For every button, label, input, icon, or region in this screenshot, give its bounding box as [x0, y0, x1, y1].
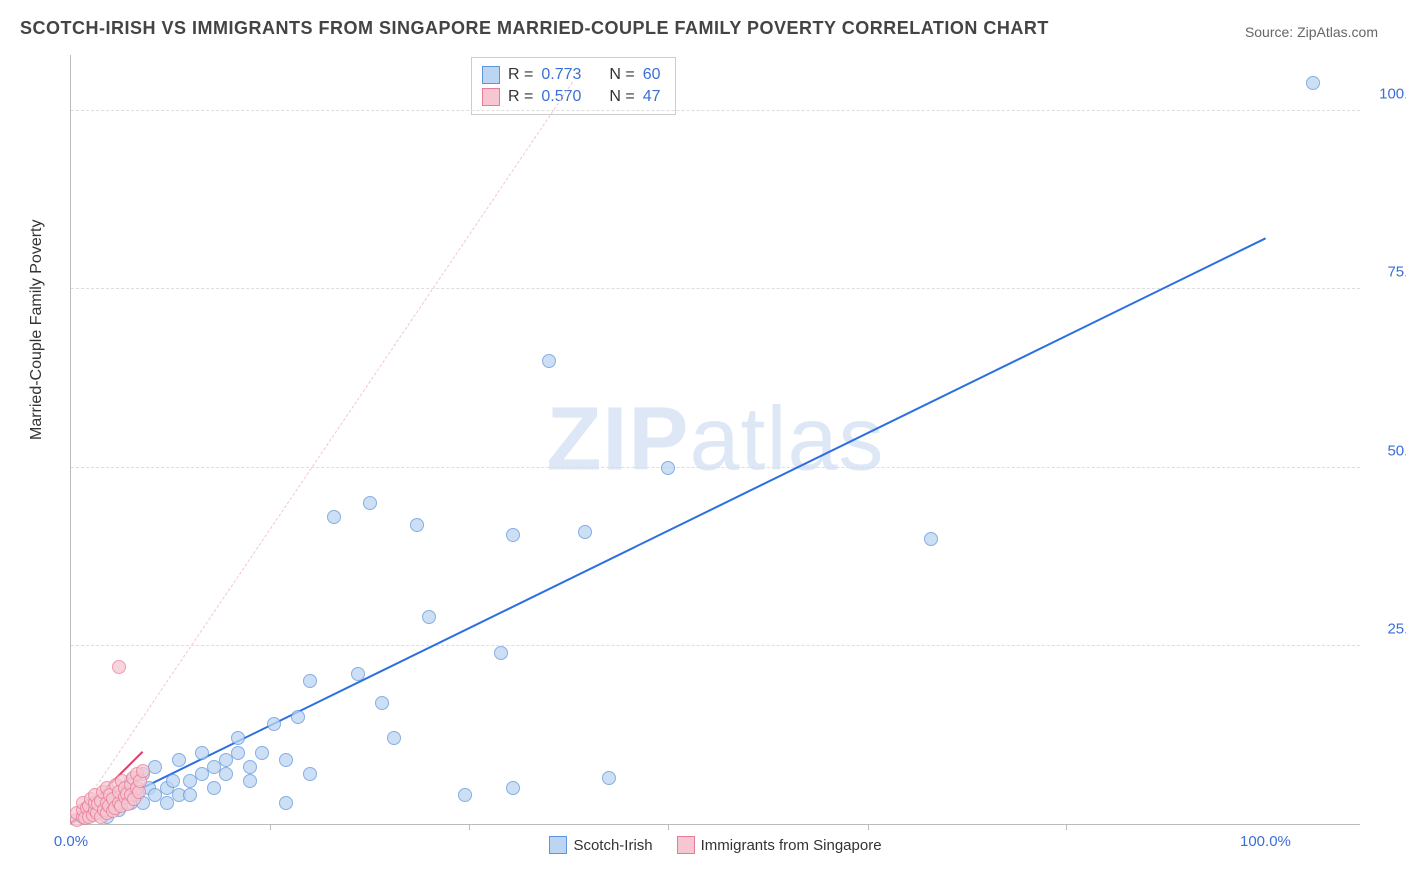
trend-line	[71, 237, 1266, 823]
data-point	[291, 710, 305, 724]
legend-swatch	[677, 836, 695, 854]
legend-swatch	[482, 66, 500, 84]
data-point	[542, 354, 556, 368]
data-point	[172, 753, 186, 767]
y-tick-label: 75.0%	[1370, 264, 1406, 281]
gridline	[71, 645, 1360, 646]
data-point	[231, 746, 245, 760]
legend-series-item: Immigrants from Singapore	[677, 836, 882, 854]
x-minor-tick	[1066, 824, 1067, 830]
data-point	[231, 731, 245, 745]
r-value: 0.773	[541, 66, 581, 84]
legend-series-item: Scotch-Irish	[549, 836, 652, 854]
data-point	[279, 753, 293, 767]
data-point	[1306, 76, 1320, 90]
data-point	[136, 764, 150, 778]
x-minor-tick	[668, 824, 669, 830]
data-point	[410, 518, 424, 532]
data-point	[279, 796, 293, 810]
data-point	[303, 674, 317, 688]
data-point	[351, 667, 365, 681]
legend-series: Scotch-Irish Immigrants from Singapore	[71, 836, 1360, 854]
r-label: R =	[508, 88, 533, 106]
chart-title: SCOTCH-IRISH VS IMMIGRANTS FROM SINGAPOR…	[20, 18, 1049, 39]
data-point	[255, 746, 269, 760]
trend-line	[71, 82, 573, 824]
n-label: N =	[609, 88, 634, 106]
y-axis-label: Married-Couple Family Poverty	[28, 219, 46, 440]
data-point	[166, 774, 180, 788]
n-label: N =	[609, 66, 634, 84]
r-label: R =	[508, 66, 533, 84]
data-point	[924, 532, 938, 546]
legend-swatch	[482, 88, 500, 106]
x-tick-label: 0.0%	[54, 833, 88, 850]
data-point	[602, 771, 616, 785]
legend-stat-row: R =0.570N =47	[482, 86, 661, 108]
data-point	[207, 781, 221, 795]
n-value: 47	[643, 88, 661, 106]
gridline	[71, 110, 1360, 111]
data-point	[148, 760, 162, 774]
x-tick-label: 100.0%	[1240, 833, 1291, 850]
data-point	[387, 731, 401, 745]
data-point	[243, 760, 257, 774]
data-point	[506, 528, 520, 542]
x-minor-tick	[868, 824, 869, 830]
data-point	[267, 717, 281, 731]
y-tick-label: 50.0%	[1370, 442, 1406, 459]
data-point	[422, 610, 436, 624]
legend-series-label: Immigrants from Singapore	[701, 837, 882, 854]
data-point	[303, 767, 317, 781]
legend-series-label: Scotch-Irish	[573, 837, 652, 854]
data-point	[195, 746, 209, 760]
legend-stats: R =0.773N =60R =0.570N =47	[471, 57, 676, 115]
gridline	[71, 288, 1360, 289]
x-minor-tick	[469, 824, 470, 830]
data-point	[183, 788, 197, 802]
x-minor-tick	[270, 824, 271, 830]
source-attribution: Source: ZipAtlas.com	[1245, 24, 1378, 40]
plot-area: ZIPatlas R =0.773N =60R =0.570N =47 Scot…	[70, 55, 1360, 825]
gridline	[71, 467, 1360, 468]
data-point	[506, 781, 520, 795]
data-point	[661, 461, 675, 475]
data-point	[375, 696, 389, 710]
data-point	[112, 660, 126, 674]
data-point	[494, 646, 508, 660]
data-point	[219, 767, 233, 781]
data-point	[578, 525, 592, 539]
data-point	[458, 788, 472, 802]
watermark: ZIPatlas	[546, 388, 884, 491]
data-point	[363, 496, 377, 510]
data-point	[327, 510, 341, 524]
data-point	[243, 774, 257, 788]
legend-swatch	[549, 836, 567, 854]
n-value: 60	[643, 66, 661, 84]
y-tick-label: 25.0%	[1370, 620, 1406, 637]
y-tick-label: 100.0%	[1370, 86, 1406, 103]
